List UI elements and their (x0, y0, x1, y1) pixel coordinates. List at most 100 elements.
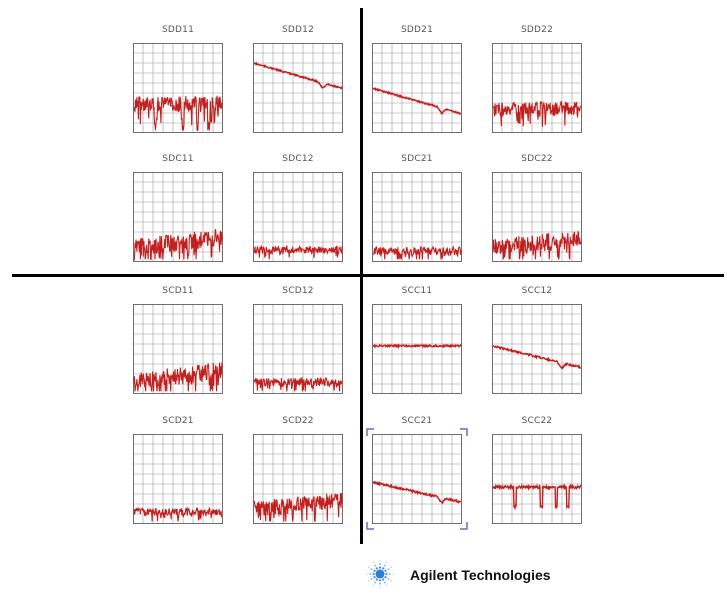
chart-title: SDD12 (281, 25, 315, 35)
grid-lines (372, 43, 462, 133)
agilent-spark-icon (366, 560, 394, 588)
plot-area (492, 434, 582, 524)
grid-lines (492, 434, 582, 524)
spark-dot (378, 579, 382, 582)
plot-frame (372, 434, 462, 524)
selection-corner (366, 522, 374, 530)
plot-frame (133, 172, 223, 262)
chart-sdd22: SDD22 (492, 25, 582, 135)
trace-line (253, 376, 343, 392)
spark-core (377, 571, 383, 577)
spark-dot (366, 573, 368, 575)
plot-area (372, 172, 462, 262)
plot-area (492, 304, 582, 394)
spark-dot (387, 578, 390, 580)
spark-dot (373, 569, 376, 572)
plot-frame (492, 434, 582, 524)
trace-line (372, 245, 462, 260)
chart-title: SDD11 (161, 25, 195, 35)
spark-dot (379, 586, 381, 588)
grid-lines (492, 43, 582, 133)
spark-dot (384, 564, 386, 567)
trace-line (133, 95, 223, 131)
chart-title: SCC11 (401, 286, 433, 296)
spark-dot (372, 572, 375, 576)
trace-line (253, 61, 343, 90)
chart-title: SCC22 (521, 416, 553, 426)
plot-area (372, 43, 462, 133)
plot-area (133, 43, 223, 133)
chart-title: SDC11 (162, 154, 194, 164)
spark-dot (386, 584, 388, 586)
plot-area (372, 434, 462, 524)
chart-sdc11: SDC11 (133, 154, 223, 264)
spark-dot (379, 582, 381, 585)
trace-line (492, 345, 581, 371)
plot-frame (372, 304, 462, 394)
agilent-logo: Agilent Technologies (354, 556, 614, 592)
chart-title: SDD21 (400, 25, 434, 35)
trace-line (253, 244, 343, 260)
grid-lines (492, 304, 582, 394)
plot-frame (372, 43, 462, 133)
chart-scc12: SCC12 (492, 286, 582, 396)
spark-dot (372, 562, 374, 564)
chart-title: SDC21 (401, 154, 433, 164)
trace-line (253, 493, 343, 523)
plot-frame (133, 43, 223, 133)
chart-scc21: SCC21 (366, 416, 468, 530)
spark-dot (379, 560, 381, 562)
spark-dot (374, 564, 376, 567)
grid-lines (372, 172, 462, 262)
grid-lines (253, 43, 343, 133)
plot-frame (372, 172, 462, 262)
chart-scd11: SCD11 (133, 286, 223, 396)
plot-frame (253, 304, 343, 394)
chart-title: SCC21 (401, 416, 433, 426)
trace-line (492, 483, 582, 511)
chart-title: SCD21 (162, 416, 194, 426)
spark-dot (390, 580, 392, 582)
chart-title: SDC12 (282, 154, 314, 164)
spark-dot (382, 578, 385, 581)
selection-corner (460, 522, 468, 530)
plot-area (253, 43, 343, 133)
chart-sdd11: SDD11 (133, 25, 223, 135)
plot-frame (253, 172, 343, 262)
spark-dot (382, 567, 385, 570)
plot-area (253, 434, 343, 524)
chart-title: SDC22 (521, 154, 553, 164)
trace-line (373, 343, 462, 350)
plot-frame (253, 43, 343, 133)
spark-dot (379, 563, 381, 566)
spark-dot (384, 576, 387, 579)
chart-sdc22: SDC22 (492, 154, 582, 264)
chart-scd21: SCD21 (133, 416, 223, 526)
spark-dot (370, 568, 373, 570)
plot-area (492, 43, 582, 133)
plot-frame (133, 434, 223, 524)
spark-dot (392, 573, 394, 575)
chart-scc11: SCC11 (372, 286, 462, 396)
spark-dot (386, 562, 388, 564)
spark-dot (387, 568, 390, 570)
chart-sdd21: SDD21 (372, 25, 462, 135)
chart-sdd12: SDD12 (253, 25, 343, 135)
plot-frame (492, 43, 582, 133)
spark-dot (390, 566, 392, 568)
plot-area (492, 172, 582, 262)
trace-line (133, 228, 223, 262)
spark-dot (368, 566, 370, 568)
spark-dot (384, 569, 387, 572)
selection-corner (460, 428, 468, 436)
chart-scc22: SCC22 (492, 416, 582, 526)
selection-brackets (366, 428, 468, 530)
trace-line (133, 362, 223, 392)
spark-dot (369, 573, 372, 575)
trace-line (492, 100, 582, 127)
grid-lines (372, 434, 462, 524)
plot-frame (492, 304, 582, 394)
spark-dot (373, 576, 376, 579)
spark-dot (368, 580, 370, 582)
logo-text: Agilent Technologies (410, 567, 551, 583)
